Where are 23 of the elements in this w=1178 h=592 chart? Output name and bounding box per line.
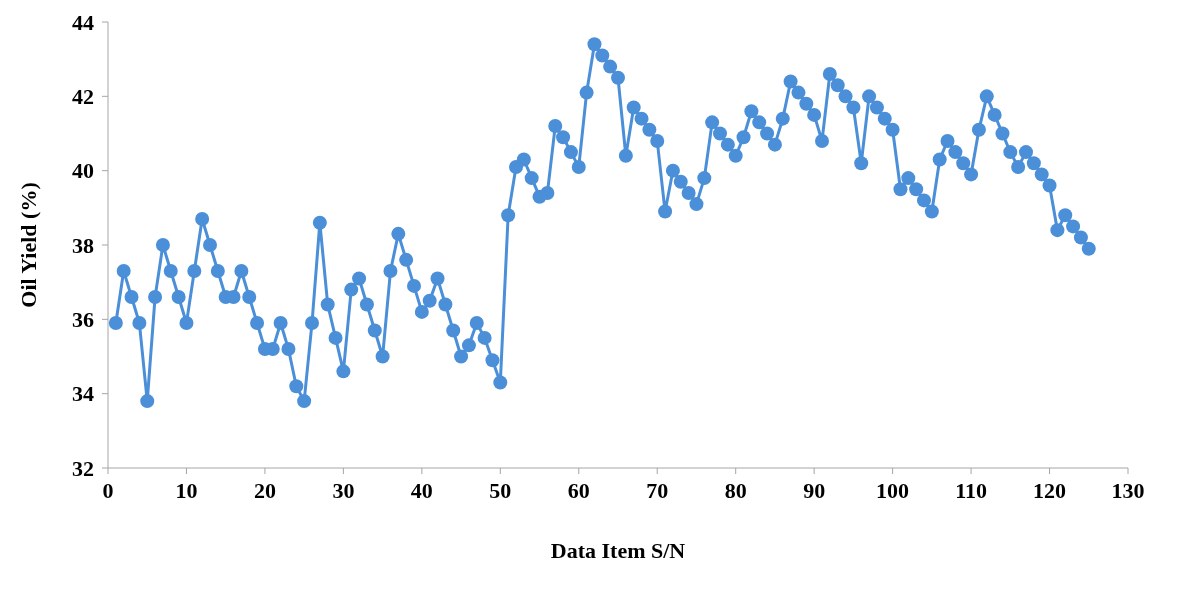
y-tick-label: 42 [72, 84, 94, 110]
x-tick-label: 10 [175, 477, 198, 503]
x-tick-label: 50 [489, 477, 512, 503]
x-tick-label: 90 [803, 477, 826, 503]
x-tick-label: 30 [332, 477, 355, 503]
x-tick-label: 100 [876, 477, 910, 503]
x-tick-label: 0 [102, 477, 114, 503]
y-tick-label: 38 [72, 232, 94, 258]
x-tick-label: 130 [1111, 477, 1145, 503]
x-tick-label: 60 [567, 477, 590, 503]
x-tick-label: 40 [410, 477, 433, 503]
y-tick-label: 40 [72, 158, 94, 184]
x-tick-label: 20 [253, 477, 276, 503]
x-tick-label: 70 [646, 477, 669, 503]
x-tick-label: 110 [955, 477, 987, 503]
x-axis-title: Data Item S/N [550, 538, 686, 563]
y-tick-label: 44 [72, 9, 94, 35]
y-tick-label: 34 [72, 381, 94, 407]
y-axis-title: Oil Yield (%) [15, 182, 41, 308]
x-tick-label: 120 [1033, 477, 1067, 503]
y-tick-label: 32 [72, 455, 94, 481]
y-tick-label: 36 [72, 307, 94, 333]
x-tick-label: 80 [724, 477, 747, 503]
